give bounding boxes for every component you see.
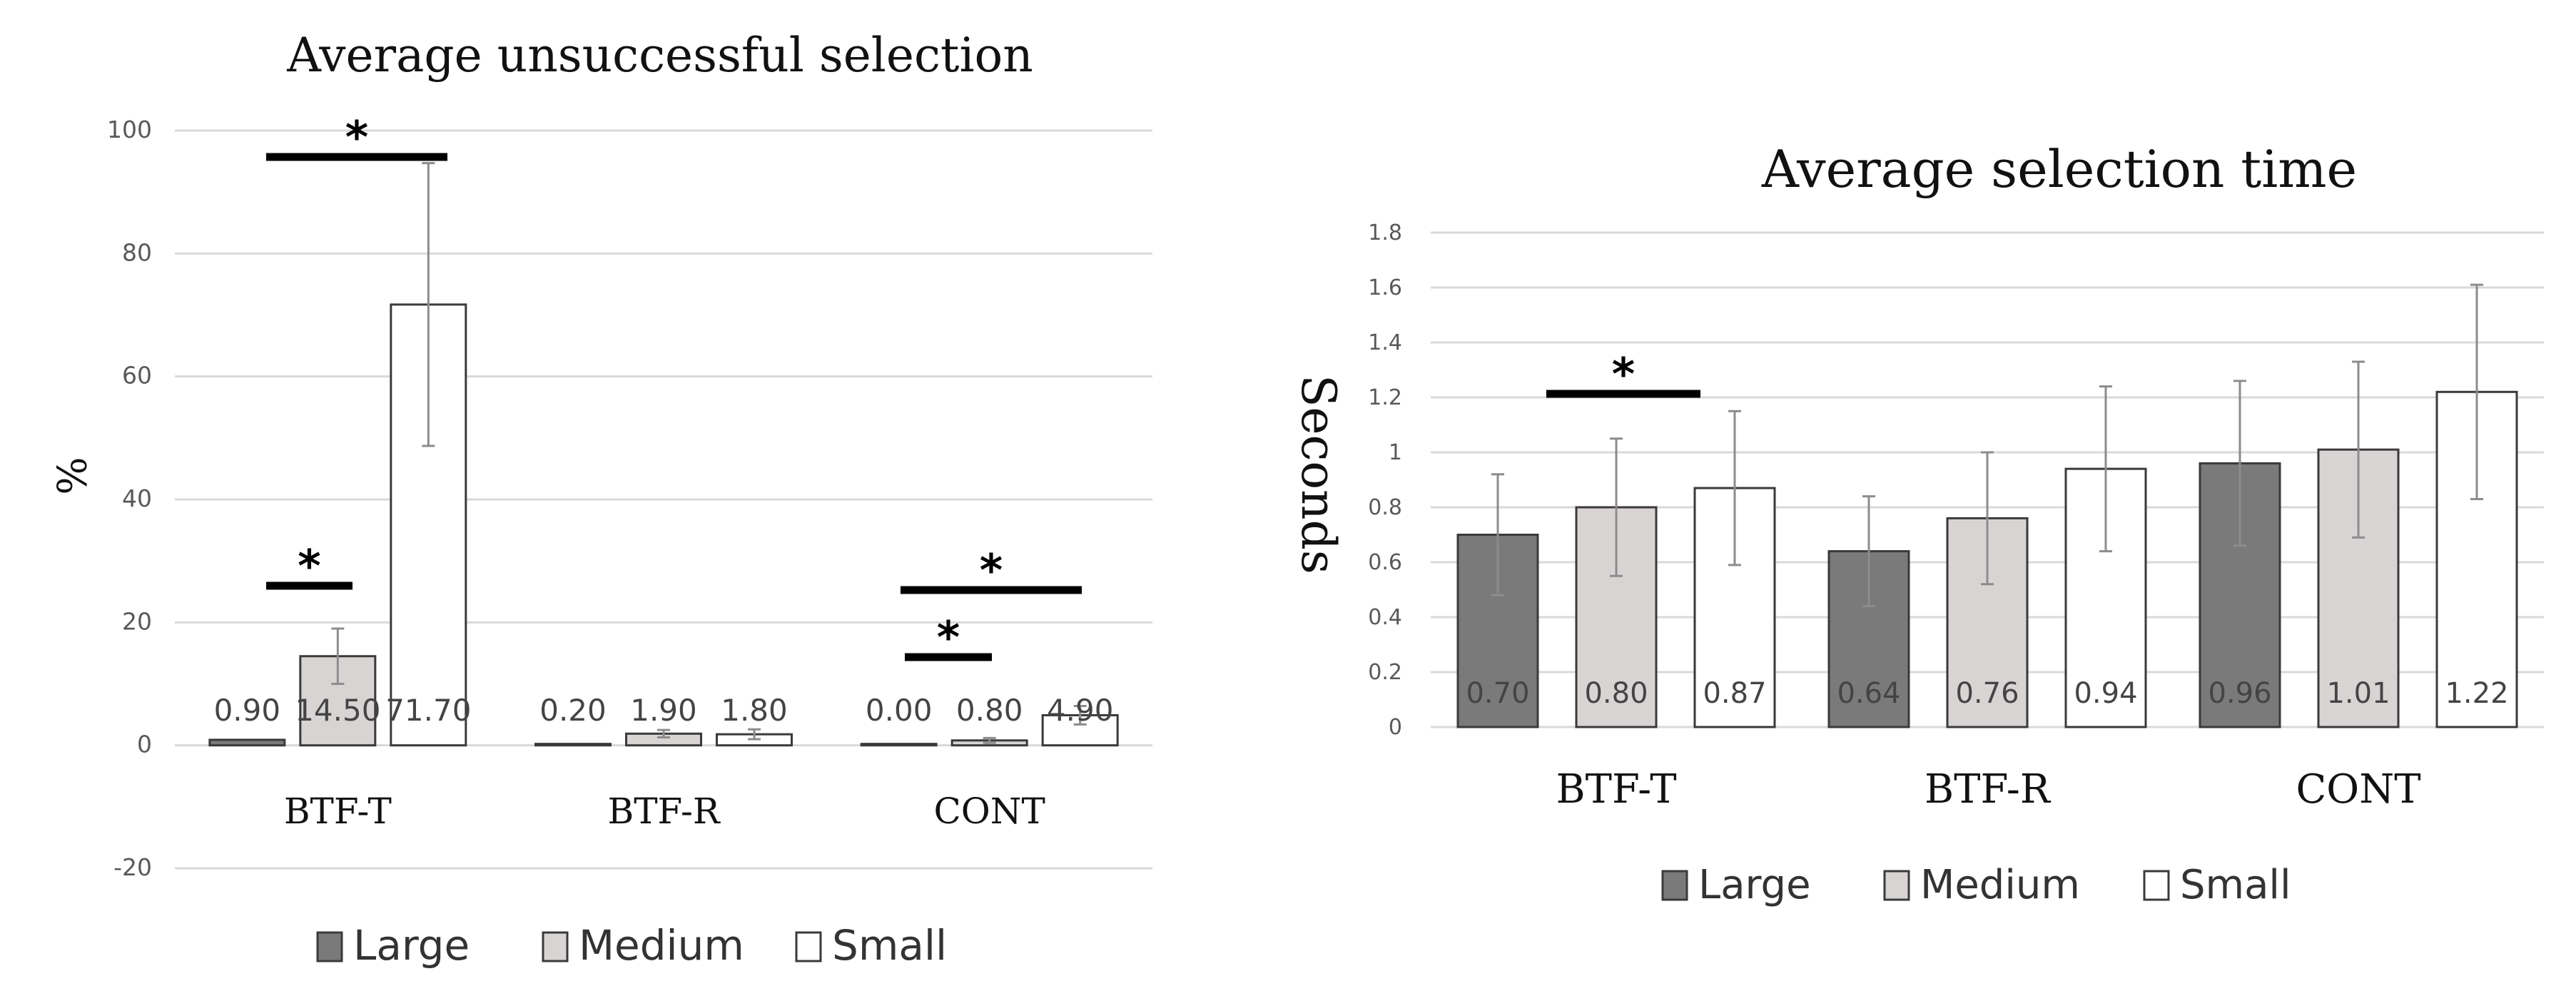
significance-star: * bbox=[980, 544, 1003, 596]
bar-large bbox=[208, 738, 286, 747]
y-tick-label: 0.2 bbox=[1368, 660, 1402, 685]
category-label: CONT bbox=[933, 791, 1045, 832]
chart-unsuccessful-selection: Average unsuccessful selection -20 0 20 40 60… bbox=[47, 28, 1152, 970]
bar-large bbox=[534, 743, 612, 747]
data-label: 0.76 bbox=[1955, 677, 2019, 710]
y-tick-label: 80 bbox=[122, 238, 152, 266]
data-label: 1.22 bbox=[2445, 677, 2508, 710]
y-tick-label: 0 bbox=[1389, 715, 1402, 740]
y-tick-label: 1 bbox=[1389, 440, 1402, 465]
y-tick-label: 100 bbox=[107, 116, 152, 143]
data-label: 0.00 bbox=[866, 693, 933, 728]
legend-swatch-medium bbox=[1883, 870, 1910, 901]
data-label: 71.70 bbox=[385, 693, 471, 728]
y-tick-label: 1.4 bbox=[1368, 330, 1402, 355]
legend-swatch-large bbox=[1661, 870, 1688, 901]
category-label: BTF-R bbox=[1925, 766, 2052, 813]
data-label: 0.87 bbox=[1703, 677, 1766, 710]
category-label: BTF-R bbox=[607, 791, 720, 832]
data-label: 0.90 bbox=[214, 693, 281, 728]
category-label: BTF-T bbox=[1556, 766, 1676, 813]
data-label: 0.96 bbox=[2208, 677, 2271, 710]
y-axis-label: % bbox=[47, 457, 93, 494]
category-label: BTF-T bbox=[284, 791, 392, 832]
data-label: 1.90 bbox=[630, 693, 697, 728]
chart-title: Average selection time bbox=[1761, 139, 2357, 199]
data-label: 0.80 bbox=[956, 693, 1023, 728]
legend-label: Small bbox=[832, 921, 947, 970]
y-tick-label: 1.2 bbox=[1368, 385, 1402, 410]
bar-large bbox=[860, 743, 938, 747]
significance-star: * bbox=[345, 111, 368, 163]
data-label: 0.20 bbox=[539, 693, 607, 728]
data-label: 0.70 bbox=[1466, 677, 1529, 710]
data-label: 0.94 bbox=[2074, 677, 2137, 710]
chart-title: Average unsuccessful selection bbox=[286, 28, 1033, 83]
legend-swatch-large bbox=[316, 931, 343, 962]
category-label: CONT bbox=[2296, 766, 2420, 813]
y-tick-label: 60 bbox=[122, 362, 152, 390]
y-tick-label: 0.8 bbox=[1368, 495, 1402, 520]
legend-label: Medium bbox=[1920, 862, 2080, 908]
legend-label: Medium bbox=[579, 921, 744, 970]
data-label: 4.90 bbox=[1047, 693, 1114, 728]
y-tick-label: 1.6 bbox=[1368, 275, 1402, 300]
y-tick-label: 1.8 bbox=[1368, 220, 1402, 245]
y-tick-label: 0.4 bbox=[1368, 605, 1402, 630]
legend-swatch-small bbox=[795, 931, 822, 962]
legend-swatch-medium bbox=[542, 931, 569, 962]
significance-star: * bbox=[298, 540, 320, 592]
legend-label: Large bbox=[1698, 862, 1811, 908]
y-tick-label: 0 bbox=[137, 731, 152, 758]
data-label: 1.80 bbox=[721, 693, 788, 728]
y-tick-label: 20 bbox=[122, 607, 152, 635]
legend-label: Small bbox=[2180, 862, 2291, 908]
data-label: 14.50 bbox=[295, 693, 380, 728]
legend-label: Large bbox=[353, 921, 470, 970]
y-tick-label: 0.6 bbox=[1368, 550, 1402, 575]
significance-star: * bbox=[1612, 348, 1635, 400]
data-label: 0.80 bbox=[1584, 677, 1648, 710]
data-label: 1.01 bbox=[2326, 677, 2390, 710]
y-axis-label: Seconds bbox=[1291, 375, 1346, 574]
data-label: 0.64 bbox=[1837, 677, 1900, 710]
y-tick-label: 40 bbox=[122, 484, 152, 512]
legend-swatch-small bbox=[2143, 870, 2170, 901]
y-tick-label: -20 bbox=[113, 853, 152, 881]
chart-selection-time: Average selection time 0 0.2 0.4 0.6 0.8 1 1.2 1… bbox=[1291, 139, 2544, 908]
significance-star: * bbox=[937, 611, 960, 664]
